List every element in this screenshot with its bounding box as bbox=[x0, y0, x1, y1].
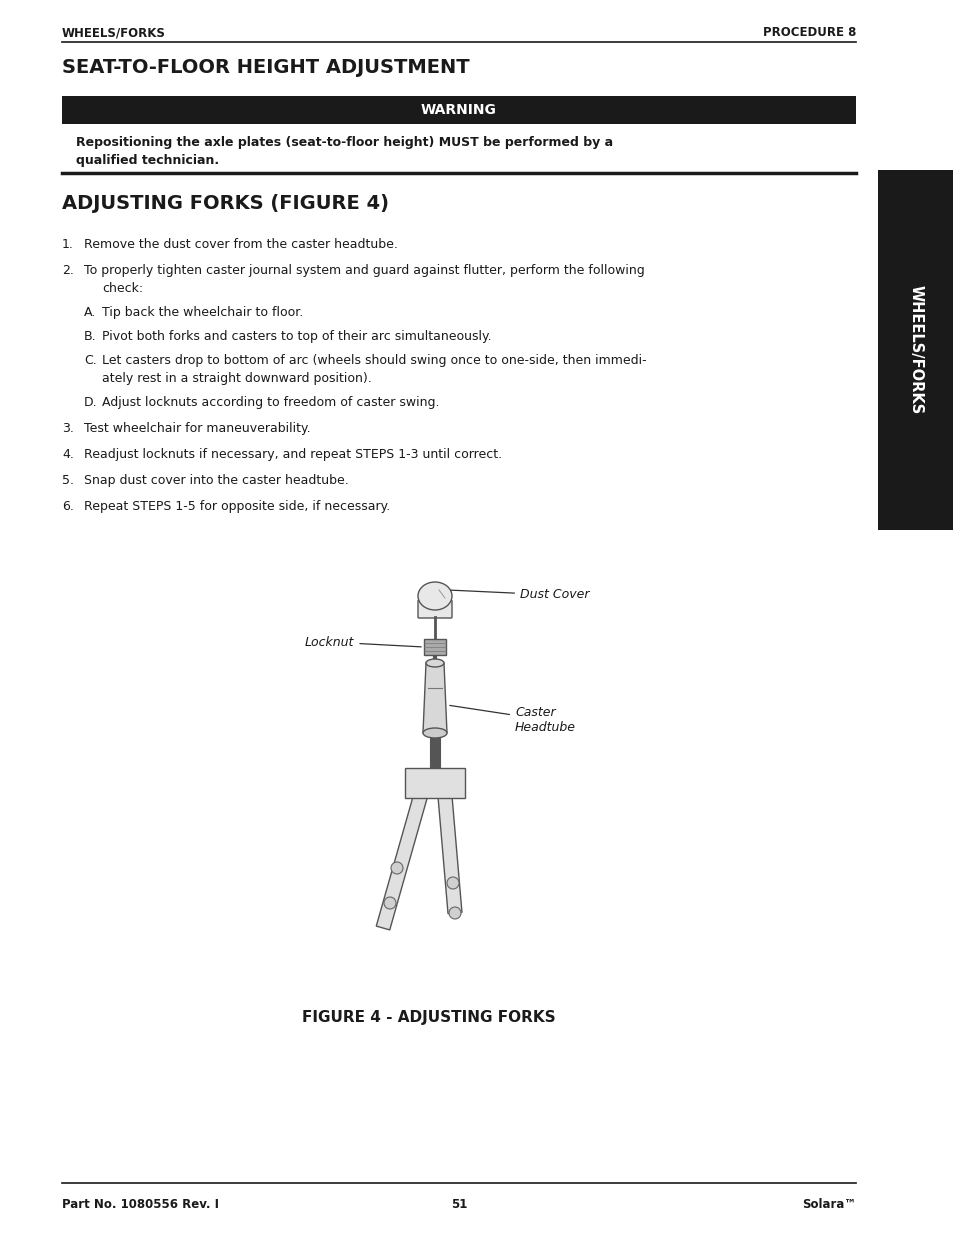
Text: 51: 51 bbox=[451, 1198, 467, 1212]
Text: WARNING: WARNING bbox=[420, 103, 497, 117]
Polygon shape bbox=[422, 663, 447, 734]
Text: 4.: 4. bbox=[62, 448, 73, 461]
Text: C.: C. bbox=[84, 354, 96, 367]
Text: D.: D. bbox=[84, 396, 97, 409]
Text: FIGURE 4 - ADJUSTING FORKS: FIGURE 4 - ADJUSTING FORKS bbox=[302, 1010, 556, 1025]
Circle shape bbox=[391, 862, 402, 874]
Text: Readjust locknuts if necessary, and repeat STEPS 1-3 until correct.: Readjust locknuts if necessary, and repe… bbox=[84, 448, 501, 461]
Text: 1.: 1. bbox=[62, 238, 73, 251]
Text: Solara™: Solara™ bbox=[801, 1198, 855, 1212]
Text: Repositioning the axle plates (seat-to-floor height) MUST be performed by a: Repositioning the axle plates (seat-to-f… bbox=[76, 136, 613, 149]
Polygon shape bbox=[375, 771, 434, 930]
Text: Locknut: Locknut bbox=[305, 636, 421, 648]
FancyBboxPatch shape bbox=[417, 600, 452, 618]
Bar bbox=[877, 170, 953, 530]
Ellipse shape bbox=[426, 659, 443, 667]
Polygon shape bbox=[436, 772, 461, 914]
Text: WHEELS/FORKS: WHEELS/FORKS bbox=[62, 26, 166, 40]
Text: 2.: 2. bbox=[62, 264, 73, 277]
Bar bbox=[423, 638, 446, 655]
Text: 6.: 6. bbox=[62, 500, 73, 513]
Text: qualified technician.: qualified technician. bbox=[76, 154, 219, 167]
Text: Snap dust cover into the caster headtube.: Snap dust cover into the caster headtube… bbox=[84, 474, 349, 487]
Text: To properly tighten caster journal system and guard against flutter, perform the: To properly tighten caster journal syste… bbox=[84, 264, 644, 277]
Text: Repeat STEPS 1-5 for opposite side, if necessary.: Repeat STEPS 1-5 for opposite side, if n… bbox=[84, 500, 390, 513]
Text: Remove the dust cover from the caster headtube.: Remove the dust cover from the caster he… bbox=[84, 238, 397, 251]
Ellipse shape bbox=[417, 582, 452, 610]
Text: Caster
Headtube: Caster Headtube bbox=[449, 705, 576, 734]
Text: Test wheelchair for maneuverability.: Test wheelchair for maneuverability. bbox=[84, 422, 311, 435]
Circle shape bbox=[384, 897, 395, 909]
Text: B.: B. bbox=[84, 330, 96, 343]
Text: 5.: 5. bbox=[62, 474, 74, 487]
Bar bbox=[62, 96, 855, 124]
Circle shape bbox=[449, 906, 460, 919]
Text: Pivot both forks and casters to top of their arc simultaneously.: Pivot both forks and casters to top of t… bbox=[102, 330, 491, 343]
Text: ADJUSTING FORKS (FIGURE 4): ADJUSTING FORKS (FIGURE 4) bbox=[62, 194, 389, 212]
Text: Let casters drop to bottom of arc (wheels should swing once to one-side, then im: Let casters drop to bottom of arc (wheel… bbox=[102, 354, 646, 367]
Text: 3.: 3. bbox=[62, 422, 73, 435]
Text: WHEELS/FORKS: WHEELS/FORKS bbox=[907, 285, 923, 415]
Text: check:: check: bbox=[102, 282, 143, 295]
Circle shape bbox=[447, 877, 458, 889]
Ellipse shape bbox=[422, 727, 447, 739]
Text: SEAT-TO-FLOOR HEIGHT ADJUSTMENT: SEAT-TO-FLOOR HEIGHT ADJUSTMENT bbox=[62, 58, 469, 77]
Text: Adjust locknuts according to freedom of caster swing.: Adjust locknuts according to freedom of … bbox=[102, 396, 439, 409]
Text: Tip back the wheelchair to floor.: Tip back the wheelchair to floor. bbox=[102, 306, 303, 319]
Bar bbox=[405, 768, 464, 798]
Text: ately rest in a straight downward position).: ately rest in a straight downward positi… bbox=[102, 372, 372, 385]
Text: Dust Cover: Dust Cover bbox=[451, 589, 589, 601]
Text: A.: A. bbox=[84, 306, 96, 319]
Text: PROCEDURE 8: PROCEDURE 8 bbox=[761, 26, 855, 40]
Text: Part No. 1080556 Rev. I: Part No. 1080556 Rev. I bbox=[62, 1198, 219, 1212]
